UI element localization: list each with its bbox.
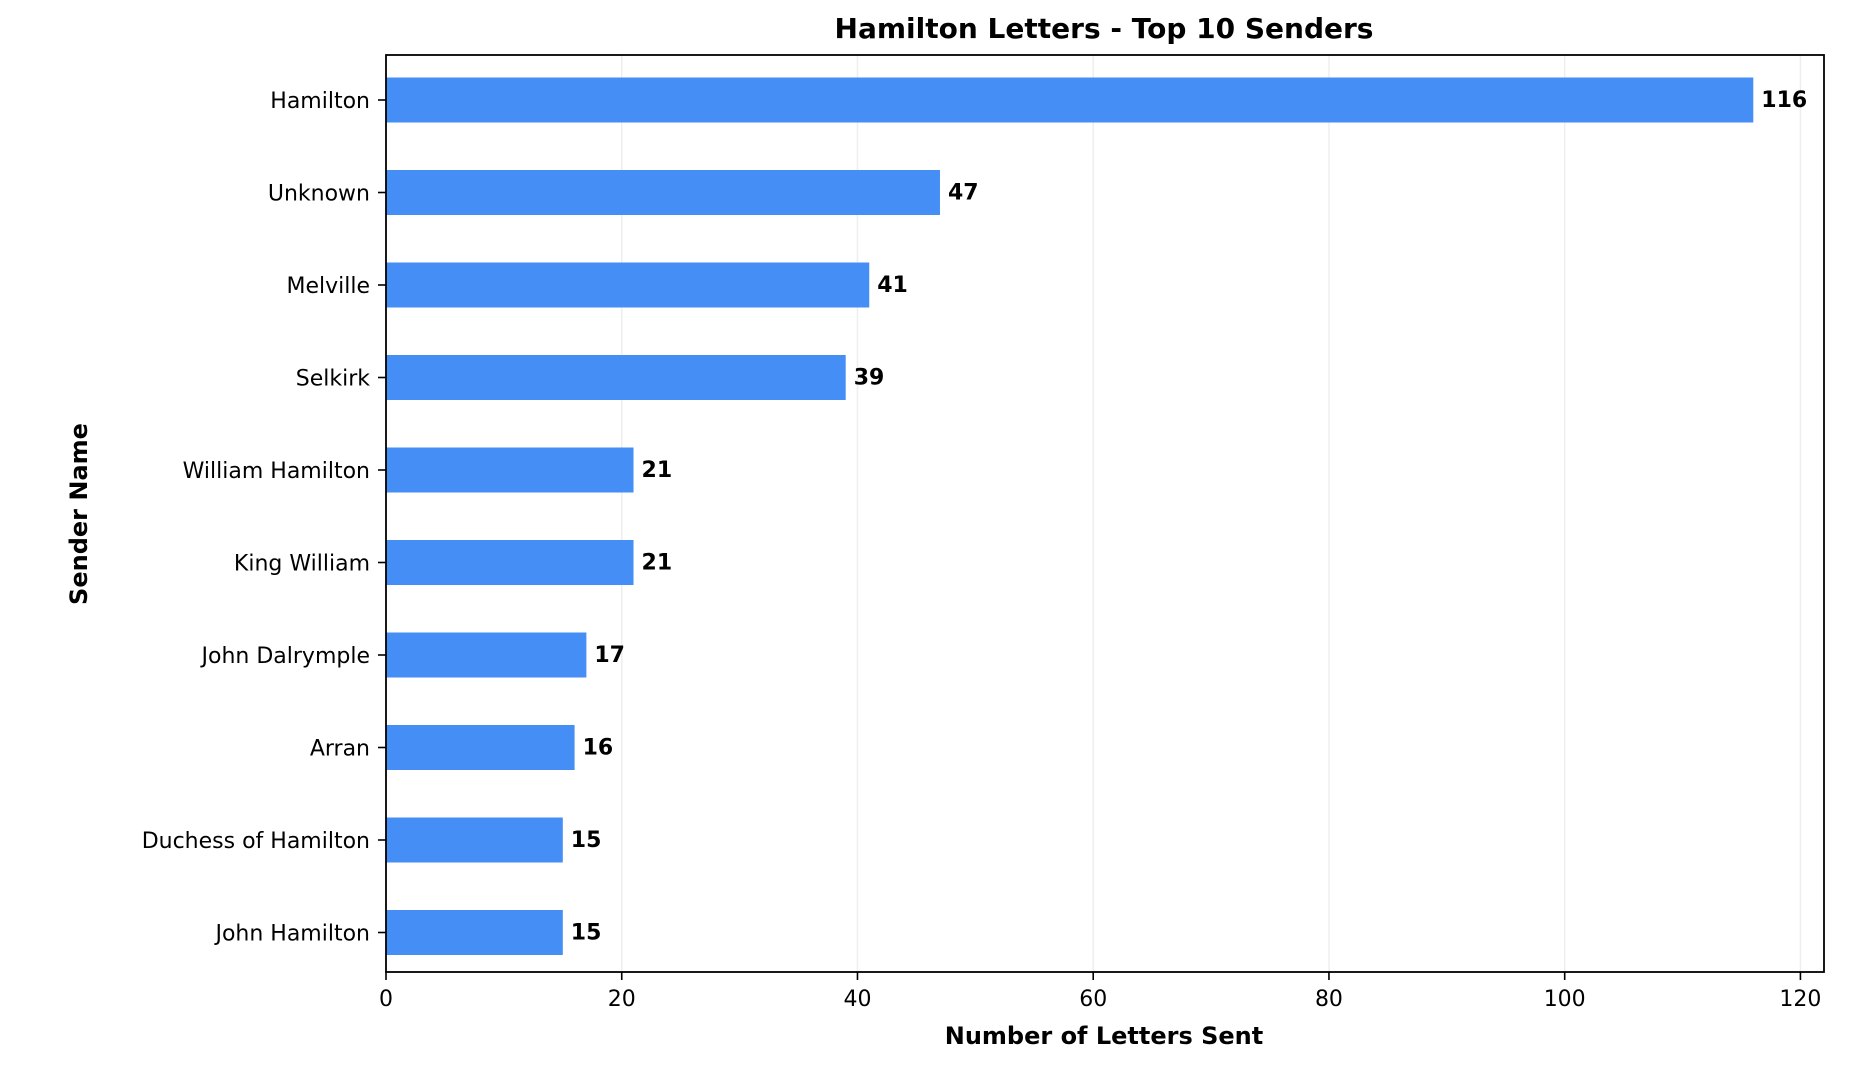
y-tick-label: Selkirk bbox=[296, 367, 371, 392]
bar bbox=[386, 447, 634, 493]
x-tick-label: 120 bbox=[1779, 987, 1821, 1012]
value-labels: 116 47 41 39 21 21 17 16 15 15 bbox=[571, 88, 1807, 946]
bar bbox=[386, 77, 1754, 123]
bar-value-label: 47 bbox=[948, 181, 979, 206]
y-tick-label: Melville bbox=[286, 274, 370, 299]
x-tick-label: 100 bbox=[1544, 987, 1586, 1012]
bar bbox=[386, 817, 563, 863]
bars bbox=[386, 77, 1754, 955]
y-tick-label: Hamilton bbox=[270, 89, 370, 114]
bar-value-label: 21 bbox=[642, 551, 673, 576]
y-tick-label: Arran bbox=[310, 737, 370, 762]
bar bbox=[386, 355, 846, 400]
bar bbox=[386, 170, 940, 215]
x-tick-label: 20 bbox=[608, 987, 636, 1012]
y-tick-label: John Hamilton bbox=[213, 922, 370, 947]
bar-value-label: 21 bbox=[642, 458, 673, 483]
bar-value-label: 39 bbox=[854, 366, 885, 391]
bar-value-label: 41 bbox=[877, 273, 908, 298]
y-tick-label: John Dalrymple bbox=[200, 644, 370, 669]
y-axis-label: Sender Name bbox=[65, 423, 93, 605]
y-axis-ticks: Hamilton Unknown Melville Selkirk William Ha… bbox=[142, 89, 386, 947]
x-axis-label: Number of Letters Sent bbox=[945, 1022, 1264, 1050]
x-tick-label: 80 bbox=[1315, 987, 1343, 1012]
bar bbox=[386, 910, 563, 955]
bar bbox=[386, 540, 634, 585]
bar-value-label: 15 bbox=[571, 921, 602, 946]
bar bbox=[386, 725, 575, 770]
plot-frame bbox=[385, 54, 1825, 973]
bar bbox=[386, 262, 870, 308]
y-tick-label: Unknown bbox=[268, 182, 370, 207]
x-tick-label: 40 bbox=[843, 987, 871, 1012]
chart-title: Hamilton Letters - Top 10 Senders bbox=[835, 12, 1374, 45]
bar-value-label: 15 bbox=[571, 828, 602, 853]
x-axis-ticks: 0 20 40 60 80 100 120 bbox=[379, 972, 1821, 1012]
bar-value-label: 116 bbox=[1761, 88, 1807, 113]
y-tick-label: William Hamilton bbox=[183, 459, 370, 484]
x-tick-label: 0 bbox=[379, 987, 393, 1012]
bar-value-label: 17 bbox=[594, 643, 625, 668]
x-tick-label: 60 bbox=[1079, 987, 1107, 1012]
y-tick-label: Duchess of Hamilton bbox=[142, 829, 370, 854]
bar-value-label: 16 bbox=[583, 736, 614, 761]
y-tick-label: King William bbox=[234, 552, 370, 577]
bar bbox=[386, 632, 587, 678]
